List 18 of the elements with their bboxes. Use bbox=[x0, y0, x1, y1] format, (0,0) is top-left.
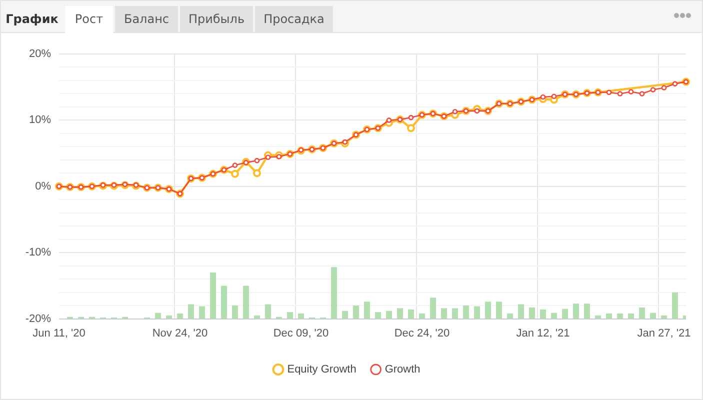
x-tick-label: Jan 27, '21 bbox=[637, 327, 691, 340]
x-tick-label: Dec 24, '20 bbox=[394, 327, 450, 340]
text: Баланс bbox=[115, 6, 178, 32]
y-tick-label: -10% bbox=[25, 246, 52, 259]
y-tick-label: 0% bbox=[35, 180, 52, 192]
x-tick-label: Nov 24, '20 bbox=[152, 327, 208, 340]
y-tick-label: 20% bbox=[28, 48, 52, 60]
legend-label: Growth bbox=[384, 364, 420, 376]
x-tick-label: Dec 09, '20 bbox=[273, 327, 329, 340]
y-tick-label: 10% bbox=[28, 114, 52, 126]
y-tick-label: -20% bbox=[25, 312, 52, 325]
text: Рост bbox=[65, 6, 113, 33]
legend-label: Equity Growth bbox=[287, 364, 356, 376]
text: Просадка bbox=[255, 6, 333, 32]
text: Прибыль bbox=[180, 6, 253, 32]
x-tick-label: Jan 12, '21 bbox=[516, 327, 570, 340]
text: График bbox=[4, 11, 60, 28]
x-tick-label: Jun 11, '20 bbox=[32, 327, 86, 340]
